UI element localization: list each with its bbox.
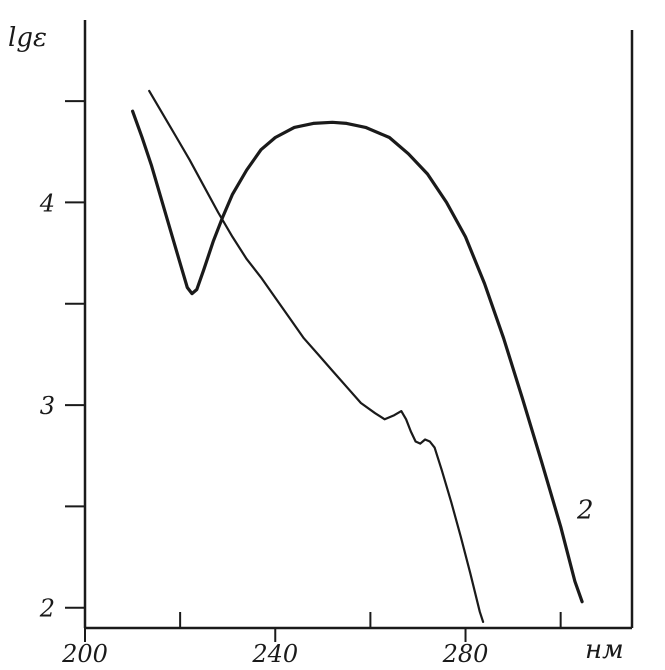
x-axis-ticks: 200 240 280	[61, 612, 562, 668]
series-line-1	[148, 89, 485, 623]
y-axis-title: lgε	[8, 23, 47, 53]
plot-frame	[83, 20, 634, 630]
x-axis-title: нм	[585, 635, 624, 665]
y-axis-ticks: 2 3 4	[39, 100, 85, 623]
y-tick-label: 3	[40, 392, 55, 420]
x-tick-label: 240	[251, 640, 298, 668]
series-line-2	[131, 109, 584, 604]
x-tick-label: 280	[442, 640, 489, 668]
series-group: 2	[131, 89, 594, 623]
curve-label-2: 2	[576, 495, 594, 525]
x-tick-label: 200	[61, 640, 108, 668]
y-tick-label: 2	[39, 595, 55, 623]
y-tick-label: 4	[39, 189, 55, 217]
